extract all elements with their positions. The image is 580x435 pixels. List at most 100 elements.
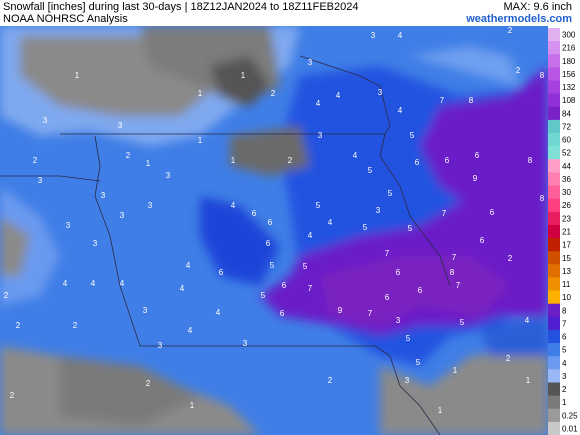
snow-label: 2 [328, 376, 333, 385]
max-label: MAX: 9.6 inch [503, 1, 572, 13]
snow-label: 6 [268, 218, 273, 227]
colorbar-label: 10 [562, 293, 571, 302]
boundaries [0, 55, 451, 435]
colorbar-label: 26 [562, 201, 571, 210]
snow-label: 6 [475, 151, 480, 160]
snow-label: 5 [303, 262, 308, 271]
snow-label: 4 [336, 91, 341, 100]
colorbar-label: 4 [562, 359, 567, 368]
snow-label: 5 [406, 334, 411, 343]
snow-label: 1 [198, 89, 203, 98]
snow-label: 2 [33, 156, 38, 165]
colorbar-swatch [548, 28, 560, 42]
snow-label: 3 [243, 339, 248, 348]
colorbar-label: 2 [562, 385, 567, 394]
colorbar-label: 60 [562, 136, 571, 145]
snow-label: 1 [526, 376, 531, 385]
snow-label: 1 [241, 71, 246, 80]
snow-label: 6 [490, 208, 495, 217]
map: 3002161801561321088472605244363026232117… [0, 26, 578, 435]
snow-label: 5 [261, 291, 266, 300]
snow-areas [0, 26, 548, 435]
colorbar-swatch [548, 316, 560, 331]
colorbar-label: 0.25 [562, 411, 578, 420]
snow-label: 7 [440, 96, 445, 105]
snow-label: 3 [38, 176, 43, 185]
snow-label: 6 [480, 236, 485, 245]
snow-label: 1 [453, 366, 458, 375]
snow-label: 4 [525, 316, 530, 325]
colorbar-label: 21 [562, 228, 571, 237]
snow-label: 7 [368, 309, 373, 318]
snow-label: 3 [148, 201, 153, 210]
colorbar-label: 6 [562, 333, 567, 342]
title: Snowfall [inches] during last 30-days | … [3, 1, 359, 13]
snow-label: 3 [166, 171, 171, 180]
snow-label: 3 [308, 58, 313, 67]
snow-label: 3 [93, 239, 98, 248]
snow-label: 4 [353, 151, 358, 160]
snow-label: 7 [456, 281, 461, 290]
snow-label: 3 [158, 341, 163, 350]
snow-label: 4 [91, 279, 96, 288]
colorbar-label: 132 [562, 83, 576, 92]
colorbar-swatch [548, 185, 560, 200]
snow-label: 1 [231, 156, 236, 165]
map-field [0, 26, 548, 435]
snow-label: 6 [219, 268, 224, 277]
snow-label: 2 [288, 156, 293, 165]
colorbar-swatch [548, 264, 560, 278]
colorbar-swatch [548, 395, 560, 410]
snow-label: 4 [308, 231, 313, 240]
colorbar-swatch [548, 80, 560, 95]
colorbar-swatch [548, 343, 560, 357]
snow-label: 9 [338, 306, 343, 315]
snow-label: 4 [231, 201, 236, 210]
snow-label: 2 [506, 354, 511, 363]
snow-label: 1 [190, 401, 195, 410]
colorbar-label: 1 [562, 398, 567, 407]
snow-label: 7 [442, 209, 447, 218]
snow-label: 3 [66, 221, 71, 230]
colorbar-label: 5 [562, 346, 567, 355]
colorbar-label: 17 [562, 241, 571, 250]
colorbar-swatch [548, 356, 560, 370]
snow-label: 3 [43, 116, 48, 125]
snow-label: 6 [418, 286, 423, 295]
snow-label: 4 [398, 106, 403, 115]
colorbar-swatch [548, 146, 560, 160]
snow-label: 9 [473, 174, 478, 183]
snow-label: 2 [4, 291, 9, 300]
snow-label: 6 [266, 239, 271, 248]
snow-label: 1 [438, 406, 443, 415]
snow-label: 6 [396, 268, 401, 277]
colorbar-swatch [548, 119, 560, 134]
snow-label: 8 [540, 71, 545, 80]
colorbar-swatch [548, 67, 560, 82]
snow-label: 2 [271, 89, 276, 98]
snow-label: 4 [180, 284, 185, 293]
snow-label: 6 [280, 309, 285, 318]
snow-label: 7 [308, 284, 313, 293]
snow-label: 5 [410, 131, 415, 140]
snow-label: 2 [16, 321, 21, 330]
colorbar-swatch [548, 159, 560, 173]
snow-label: 5 [363, 223, 368, 232]
snow-label: 3 [376, 206, 381, 215]
snow-label: 7 [452, 253, 457, 262]
colorbar-swatch [548, 172, 560, 187]
source[interactable]: weathermodels.com [466, 13, 572, 25]
snow-label: 6 [415, 158, 420, 167]
snow-label: 4 [63, 279, 68, 288]
snow-label: 4 [216, 308, 221, 317]
colorbar-label: 23 [562, 214, 571, 223]
colorbar-label: 30 [562, 188, 571, 197]
colorbar-swatch [548, 41, 560, 55]
snow-label: 1 [198, 136, 203, 145]
colorbar-label: 216 [562, 44, 576, 53]
colorbar-label: 3 [562, 372, 567, 381]
colorbar-label: 180 [562, 57, 576, 66]
snow-label: 5 [388, 189, 393, 198]
colorbar-label: 8 [562, 306, 567, 315]
snow-label: 4 [188, 326, 193, 335]
